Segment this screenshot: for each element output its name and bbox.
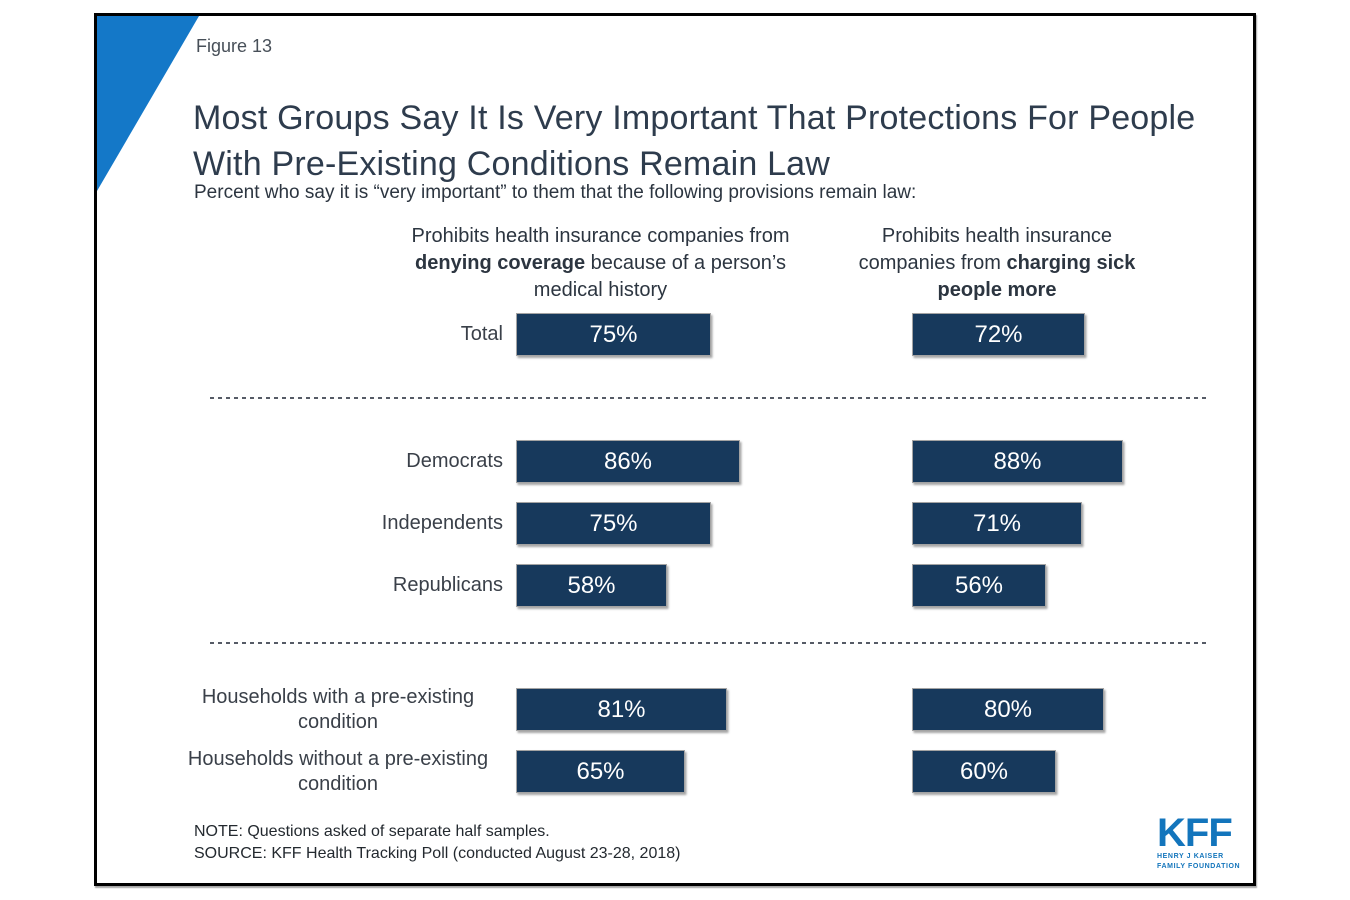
row-label: Households with a pre-existing condition [173, 686, 503, 733]
figure-number: Figure 13 [196, 36, 273, 56]
kff-logo-subtext-line1: HENRY J KAISER [1157, 853, 1224, 860]
row-label: Independents [173, 502, 503, 545]
row-label: Republicans [173, 564, 503, 607]
bar-value-label: 81% [597, 695, 646, 723]
right-bar: 60% [912, 750, 1056, 793]
column-header-charging-sick: Prohibits health insurance companies fro… [837, 223, 1157, 304]
left-bar: 81% [516, 688, 727, 731]
row-label-text: Independents [381, 512, 503, 534]
row-label: Democrats [173, 440, 503, 483]
bar-value-label: 75% [589, 509, 638, 537]
bar-value-label: 65% [576, 757, 625, 785]
bar-value-label: 86% [603, 447, 653, 475]
kff-logo-subtext-line2: FAMILY FOUNDATION [1157, 863, 1241, 870]
right-bar: 72% [912, 313, 1085, 356]
bar-value-label: 56% [954, 571, 1004, 599]
dashed-divider-bottom [210, 642, 1206, 644]
source-text: SOURCE: KFF Health Tracking Poll (conduc… [194, 845, 681, 862]
row-label: Households without a pre-existing condit… [173, 748, 503, 795]
column-header-text: Prohibits health insurance companies fro… [858, 225, 1113, 274]
bar-value-label: 58% [567, 571, 616, 599]
left-bar: 58% [516, 564, 667, 607]
kff-logo: KFF HENRY J KAISER FAMILY FOUNDATION [1157, 811, 1247, 871]
corner-triangle-decoration [97, 16, 199, 191]
right-bar: 56% [912, 564, 1046, 607]
bar-value-label: 75% [589, 320, 638, 348]
left-bar: 65% [516, 750, 685, 793]
row-label-text: Households with a pre-existing condition [201, 685, 475, 733]
column-header-text: Prohibits health insurance companies fro… [411, 225, 790, 247]
dashed-divider-top [210, 397, 1206, 399]
row-label-text: Democrats [406, 450, 503, 472]
page-title: Most Groups Say It Is Very Important Tha… [193, 98, 1196, 183]
left-bar: 75% [516, 313, 711, 356]
right-bar: 80% [912, 688, 1104, 731]
right-bar: 71% [912, 502, 1082, 545]
bar-value-label: 72% [974, 320, 1023, 348]
bar-value-label: 88% [993, 447, 1042, 475]
note-text: NOTE: Questions asked of separate half s… [194, 823, 550, 840]
kff-logo-wordmark: KFF [1157, 811, 1233, 855]
bar-value-label: 80% [983, 695, 1033, 723]
bar-value-label: 71% [972, 509, 1022, 537]
row-label-text: Republicans [392, 574, 503, 596]
right-bar: 88% [912, 440, 1123, 483]
row-label-text: Total [460, 323, 503, 345]
column-header-text: because of a person’s medical history [533, 252, 786, 301]
column-header-deny-coverage: Prohibits health insurance companies fro… [403, 223, 798, 304]
row-label-text: Households without a pre-existing condit… [187, 747, 489, 795]
column-header-bold: charging sick people more [937, 252, 1136, 301]
chart-subtitle: Percent who say it is “very important” t… [194, 182, 917, 203]
row-label: Total [173, 313, 503, 356]
slide-frame: Figure 13 Most Groups Say It Is Very Imp… [94, 13, 1256, 886]
bar-value-label: 60% [959, 757, 1009, 785]
left-bar: 86% [516, 440, 740, 483]
column-header-bold: denying coverage [415, 252, 586, 274]
left-bar: 75% [516, 502, 711, 545]
